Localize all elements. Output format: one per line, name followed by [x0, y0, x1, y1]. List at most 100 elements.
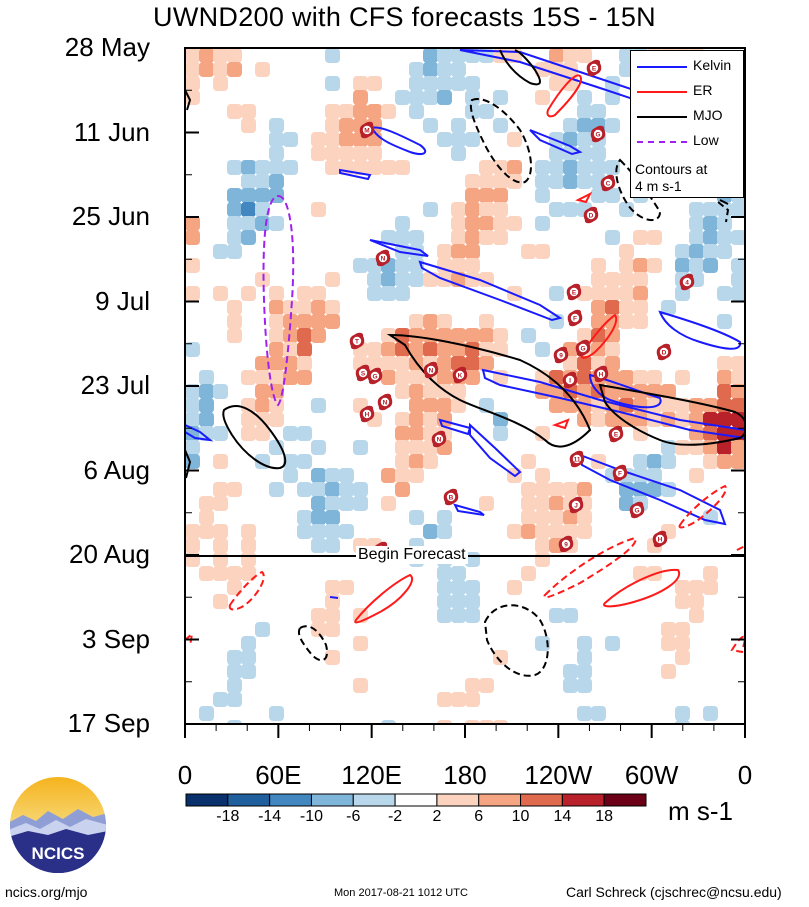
colorbar-swatch [561, 793, 605, 807]
field-cell [465, 328, 480, 343]
legend-kelvin-label: Kelvin [693, 57, 732, 73]
field-cell [661, 384, 676, 399]
field-cell [577, 328, 592, 343]
field-cell [227, 580, 242, 595]
field-cell [465, 90, 480, 105]
field-cell [185, 538, 200, 553]
field-cell [465, 608, 480, 623]
field-cell [283, 314, 298, 329]
field-cell [731, 202, 745, 217]
field-cell [325, 538, 340, 553]
field-cell [591, 188, 606, 203]
field-cell [689, 230, 704, 245]
storm-letter: 4 [685, 280, 689, 287]
field-cell [409, 314, 424, 329]
storm-letter: T [355, 339, 359, 346]
field-cell [241, 538, 256, 553]
footer-url[interactable]: ncics.org/mjo [5, 884, 88, 900]
field-cell [493, 188, 508, 203]
field-cell [591, 104, 606, 119]
field-cell [619, 286, 634, 301]
storm-eye [572, 454, 582, 464]
storm-letter: G [595, 132, 600, 139]
field-cell [213, 244, 228, 259]
field-cell [185, 62, 200, 77]
field-cell [381, 286, 396, 301]
field-cell [255, 202, 270, 217]
field-cell [227, 678, 242, 693]
field-cell [325, 496, 340, 511]
storm-letter: H [599, 372, 604, 379]
field-cell [409, 90, 424, 105]
field-cell [199, 496, 214, 511]
field-cell [521, 244, 536, 259]
field-cell [549, 286, 564, 301]
field-cell [689, 202, 704, 217]
field-cell [661, 622, 676, 637]
storm-marker: 4 [679, 273, 695, 291]
storm-marker: S [355, 364, 371, 382]
field-cell [409, 328, 424, 343]
field-cell [577, 174, 592, 189]
field-cell [367, 76, 382, 91]
storm-letter: F [573, 316, 577, 323]
legend: Kelvin ER MJO Low Contours at 4 m s-1 [630, 50, 744, 198]
field-cell [717, 230, 732, 245]
field-cell [283, 328, 298, 343]
colorbar-swatch [310, 793, 354, 807]
kelvin-contours [185, 49, 745, 599]
field-cell [577, 118, 592, 133]
field-cell [325, 622, 340, 637]
field-cell [241, 230, 256, 245]
field-cell [591, 314, 606, 329]
field-cell [311, 496, 326, 511]
field-cell [465, 132, 480, 147]
field-cell [213, 538, 228, 553]
field-cell [479, 328, 494, 343]
colorbar-tick-label: 10 [511, 808, 530, 825]
field-cell [325, 160, 340, 175]
field-cell [493, 174, 508, 189]
field-cell [493, 118, 508, 133]
field-cell [549, 202, 564, 217]
y-tick-label: 23 Jul [80, 370, 150, 400]
field-cell [269, 342, 284, 357]
field-cell [395, 90, 410, 105]
field-cell [563, 118, 578, 133]
field-cell [213, 692, 228, 707]
field-cell [633, 258, 648, 273]
field-cell [241, 188, 256, 203]
field-cell [381, 230, 396, 245]
field-cell [423, 118, 438, 133]
field-cell [339, 118, 354, 133]
field-cell [437, 244, 452, 259]
field-cell [297, 286, 312, 301]
field-cell [465, 202, 480, 217]
storm-eye [358, 368, 368, 378]
storm-letter: E [572, 290, 577, 297]
field-cell [647, 454, 662, 469]
field-cell [423, 384, 438, 399]
field-cell [311, 328, 326, 343]
field-cell [325, 118, 340, 133]
field-cell [437, 580, 452, 595]
field-cell [255, 174, 270, 189]
field-cell [269, 314, 284, 329]
y-tick-label: 11 Jun [73, 116, 150, 147]
y-tick-label: 3 Sep [82, 623, 150, 654]
field-cell [493, 650, 508, 665]
field-cell [283, 426, 298, 441]
field-cell [409, 76, 424, 91]
field-cell [241, 202, 256, 217]
field-cell [465, 104, 480, 119]
field-cell [437, 566, 452, 581]
colorbar-units: m s-1 [668, 796, 733, 826]
field-cell [619, 314, 634, 329]
field-cell [689, 258, 704, 273]
field-cell [353, 440, 368, 455]
field-cell [353, 636, 368, 651]
field-cell [633, 314, 648, 329]
field-cell [325, 608, 340, 623]
field-cell [577, 706, 592, 721]
field-cell [311, 482, 326, 497]
